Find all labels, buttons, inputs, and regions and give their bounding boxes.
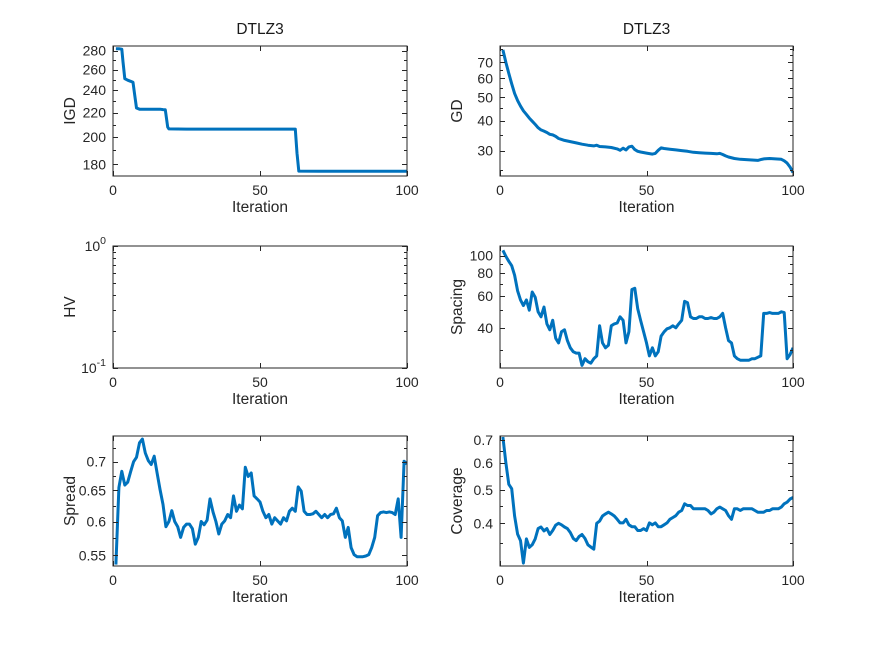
- y-tick-label: 30: [477, 143, 493, 159]
- spread-data-line: [114, 437, 407, 565]
- x-tick-label: 100: [395, 572, 419, 588]
- y-tick-label: 0.4: [474, 515, 494, 531]
- x-tick-label: 0: [496, 572, 504, 588]
- x-tick-label: 100: [781, 572, 805, 588]
- x-axis-label-igd: Iteration: [231, 199, 289, 216]
- y-axis-label-hv: HV: [62, 296, 79, 318]
- y-tick-label: 100: [470, 248, 494, 264]
- y-tick-label: 0.65: [79, 482, 106, 498]
- y-tick-label: 280: [83, 43, 107, 59]
- y-axis-label-spacing: Spacing: [449, 278, 466, 336]
- y-tick-label: 60: [477, 70, 493, 86]
- x-tick-label: 50: [252, 374, 268, 390]
- x-tick-label: 0: [109, 374, 117, 390]
- x-tick-label: 100: [781, 374, 805, 390]
- x-tick-label: 50: [639, 374, 655, 390]
- gd-plot-box: [499, 45, 794, 177]
- y-tick-label: 0.5: [474, 482, 494, 498]
- y-tick-label: 70: [477, 54, 493, 70]
- subplot-coverage: 0 50 100 0.4 0.5 0.6 0.7: [474, 432, 805, 588]
- igd-data-line: [115, 47, 407, 173]
- subplot-spread: 0 50 100 0.55 0.6 0.65 0.7: [79, 435, 419, 588]
- x-tick-label: 100: [395, 374, 419, 390]
- x-tick-label: 50: [639, 572, 655, 588]
- x-axis-label-spread: Iteration: [231, 589, 289, 606]
- plot-title-gd: DTLZ3: [622, 21, 671, 38]
- x-tick-label: 0: [496, 182, 504, 198]
- x-tick-label: 0: [109, 572, 117, 588]
- x-tick-label: 50: [252, 182, 268, 198]
- subplot-hv: 0 50 100 100 10-1: [81, 235, 419, 390]
- y-tick-label: 60: [477, 288, 493, 304]
- y-tick-label: 0.7: [474, 432, 494, 448]
- y-tick-label: 0.6: [474, 455, 494, 471]
- y-tick-label: 50: [477, 89, 493, 105]
- coverage-data-line: [501, 436, 793, 565]
- x-axis-label-hv: Iteration: [231, 391, 289, 408]
- y-tick-label: 240: [83, 82, 107, 98]
- x-tick-label: 100: [781, 182, 805, 198]
- spacing-plot-box: [499, 245, 794, 369]
- coverage-plot-box: [499, 435, 794, 567]
- spacing-data-line: [501, 249, 793, 367]
- x-axis-label-spacing: Iteration: [618, 391, 675, 408]
- y-axis-label-spread: Spread: [62, 476, 79, 526]
- subplot-igd: 0 50 100 180 200 220 240 260 280: [83, 43, 419, 198]
- y-tick-label: 10-1: [81, 357, 106, 376]
- plot-title-igd: DTLZ3: [236, 21, 284, 38]
- y-tick-label: 220: [83, 105, 107, 121]
- y-tick-label: 40: [477, 320, 493, 336]
- x-axis-label-coverage: Iteration: [618, 589, 675, 606]
- x-tick-label: 50: [252, 572, 268, 588]
- y-axis-label-gd: GD: [449, 99, 466, 123]
- y-tick-label: 180: [83, 156, 107, 172]
- y-tick-label: 200: [83, 129, 107, 145]
- hv-plot-box: [112, 245, 408, 369]
- y-tick-label: 0.6: [87, 514, 107, 530]
- x-tick-label: 0: [496, 374, 504, 390]
- x-tick-label: 0: [109, 182, 117, 198]
- y-tick-label: 0.7: [87, 454, 107, 470]
- y-tick-label: 80: [477, 265, 493, 281]
- y-tick-label: 260: [83, 62, 107, 78]
- y-tick-label: 100: [85, 235, 107, 254]
- gd-data-line: [501, 49, 793, 174]
- y-axis-label-coverage: Coverage: [449, 467, 466, 535]
- x-tick-label: 100: [395, 182, 419, 198]
- x-tick-label: 50: [639, 182, 655, 198]
- y-tick-label: 0.55: [79, 547, 106, 563]
- y-tick-label: 40: [477, 113, 493, 129]
- igd-plot-box: [112, 45, 408, 177]
- y-axis-label-igd: IGD: [62, 97, 79, 125]
- x-axis-label-gd: Iteration: [618, 199, 675, 216]
